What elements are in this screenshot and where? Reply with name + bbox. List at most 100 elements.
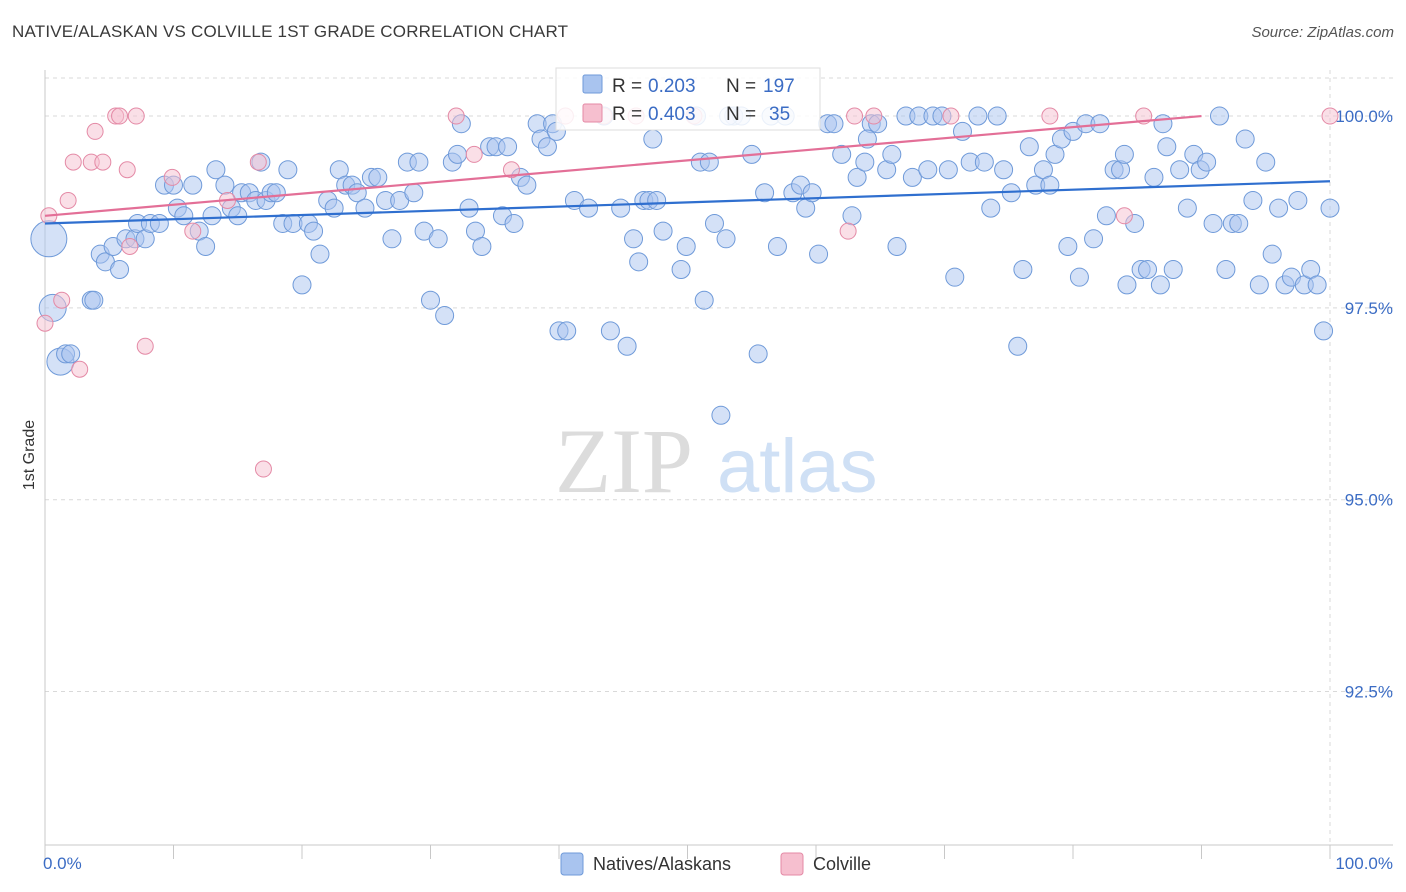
point-natives-56	[404, 183, 424, 203]
point-natives-16	[149, 213, 169, 233]
stats-r-value-blue: 0.203	[648, 76, 696, 97]
point-natives-106	[755, 183, 775, 203]
point-natives-176	[1229, 213, 1249, 233]
point-natives-10	[110, 260, 130, 280]
point-natives-86	[617, 336, 637, 356]
watermark-atlas: atlas	[717, 424, 878, 509]
point-colville-7	[86, 122, 104, 140]
point-natives-179	[1249, 275, 1269, 295]
trend-line-natives	[44, 180, 1331, 225]
point-natives-72	[504, 213, 524, 233]
point-colville-21	[465, 145, 483, 163]
point-natives-137	[974, 152, 994, 172]
point-natives-98	[699, 152, 719, 172]
y-axis-title: 1st Grade	[21, 420, 38, 490]
point-colville-2	[53, 291, 71, 309]
point-natives-37	[278, 160, 298, 180]
point-colville-15	[163, 168, 181, 186]
point-colville-32	[1115, 207, 1133, 225]
point-natives-195	[1153, 114, 1173, 134]
point-natives-172	[1203, 213, 1223, 233]
point-colville-10	[111, 107, 129, 125]
legend-label-natives[interactable]: Natives/Alaskans	[593, 854, 731, 874]
point-natives-159	[1117, 275, 1137, 295]
point-natives-77	[537, 137, 557, 157]
point-colville-16	[184, 222, 202, 240]
point-natives-6	[84, 290, 104, 310]
point-natives-127	[902, 167, 922, 187]
point-natives-166	[1163, 260, 1183, 280]
point-natives-0	[30, 220, 68, 258]
point-natives-168	[1177, 198, 1197, 218]
point-natives-44	[324, 198, 344, 218]
point-natives-41	[304, 221, 324, 241]
point-natives-120	[855, 152, 875, 172]
point-natives-182	[1269, 198, 1289, 218]
x-tick-label-max: 100.0%	[1335, 854, 1393, 873]
point-natives-42	[310, 244, 330, 264]
point-natives-97	[694, 290, 714, 310]
x-ticks	[44, 845, 1331, 859]
point-natives-178	[1243, 190, 1263, 210]
point-natives-181	[1262, 244, 1282, 264]
point-natives-150	[1058, 236, 1078, 256]
watermark-zip: ZIP	[555, 410, 693, 512]
point-natives-164	[1150, 275, 1170, 295]
stats-n-value-pink: 35	[769, 104, 790, 125]
point-natives-173	[1209, 106, 1229, 126]
point-natives-24	[202, 206, 222, 226]
point-natives-165	[1157, 137, 1177, 157]
point-natives-177	[1235, 129, 1255, 149]
point-natives-84	[600, 321, 620, 341]
legend-swatch-pink[interactable]	[780, 852, 804, 876]
stats-n-value-blue: 197	[763, 76, 795, 97]
stats-r-value-pink: 0.403	[648, 104, 696, 125]
point-natives-23	[196, 236, 216, 256]
legend-swatch-blue[interactable]	[560, 852, 584, 876]
point-colville-12	[121, 237, 139, 255]
point-natives-53	[382, 229, 402, 249]
point-natives-21	[183, 175, 203, 195]
point-colville-19	[254, 460, 272, 478]
point-colville-3	[59, 191, 77, 209]
point-natives-94	[676, 236, 696, 256]
point-natives-65	[459, 198, 479, 218]
point-colville-30	[942, 107, 960, 125]
point-natives-35	[266, 183, 286, 203]
legend-label-colville[interactable]: Colville	[813, 854, 871, 874]
point-natives-180	[1256, 152, 1276, 172]
point-natives-74	[517, 175, 537, 195]
stats-n-label-blue: N =	[726, 76, 756, 97]
point-natives-133	[945, 267, 965, 287]
point-natives-132	[938, 160, 958, 180]
point-natives-163	[1144, 167, 1164, 187]
stats-box: R = 0.203 N = 197 R = 0.403 N = 35	[555, 67, 821, 131]
point-natives-129	[918, 160, 938, 180]
point-natives-136	[968, 106, 988, 126]
point-natives-144	[1019, 137, 1039, 157]
point-natives-171	[1197, 152, 1217, 172]
point-natives-67	[472, 236, 492, 256]
point-natives-118	[842, 206, 862, 226]
point-natives-189	[1314, 321, 1334, 341]
point-colville-8	[94, 153, 112, 171]
point-natives-138	[981, 198, 1001, 218]
point-natives-167	[1170, 160, 1190, 180]
point-natives-188	[1307, 275, 1327, 295]
point-colville-5	[71, 360, 89, 378]
point-natives-57	[409, 152, 429, 172]
point-natives-20	[174, 206, 194, 226]
point-colville-34	[1321, 107, 1339, 125]
stats-swatch-pink	[582, 103, 603, 123]
point-natives-59	[421, 290, 440, 310]
point-natives-117	[832, 144, 852, 164]
point-natives-88	[629, 252, 649, 272]
series-colville-points	[36, 107, 1339, 478]
point-natives-85	[611, 198, 631, 218]
point-natives-92	[653, 221, 673, 241]
source-credit: Source: ZipAtlas.com	[1251, 24, 1394, 41]
point-natives-82	[579, 198, 599, 218]
point-natives-124	[882, 144, 902, 164]
point-natives-39	[292, 275, 312, 295]
point-natives-119	[847, 167, 867, 187]
